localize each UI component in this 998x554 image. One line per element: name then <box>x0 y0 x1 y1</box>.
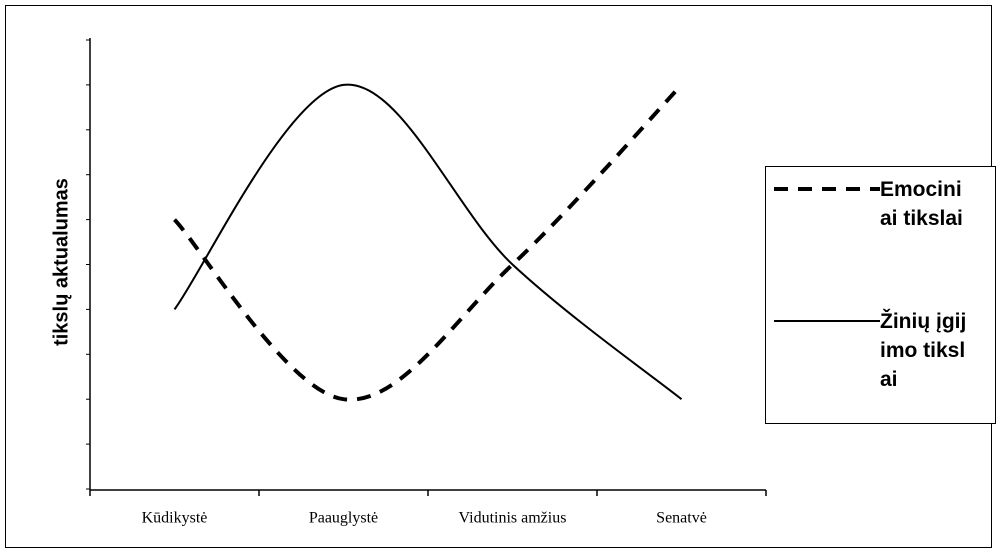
x-tick-label: Kūdikystė <box>142 510 208 527</box>
legend-label: Žinių įgijimo tikslai <box>880 310 967 391</box>
line <box>173 83 683 402</box>
legend-label: Emociniai tikslai <box>880 178 963 230</box>
y-axis-label: tikslų aktualumas <box>50 178 72 346</box>
x-tick-label: Vidutinis amžius <box>459 510 567 527</box>
legend-swatch <box>774 187 880 191</box>
x-tick-label: Paauglystė <box>309 510 378 527</box>
line <box>173 83 683 400</box>
x-tick-label: Senatvė <box>656 510 707 527</box>
legend-swatch <box>774 320 880 322</box>
legend: Emociniai tikslai Žinių įgijimo tikslai <box>765 166 996 424</box>
